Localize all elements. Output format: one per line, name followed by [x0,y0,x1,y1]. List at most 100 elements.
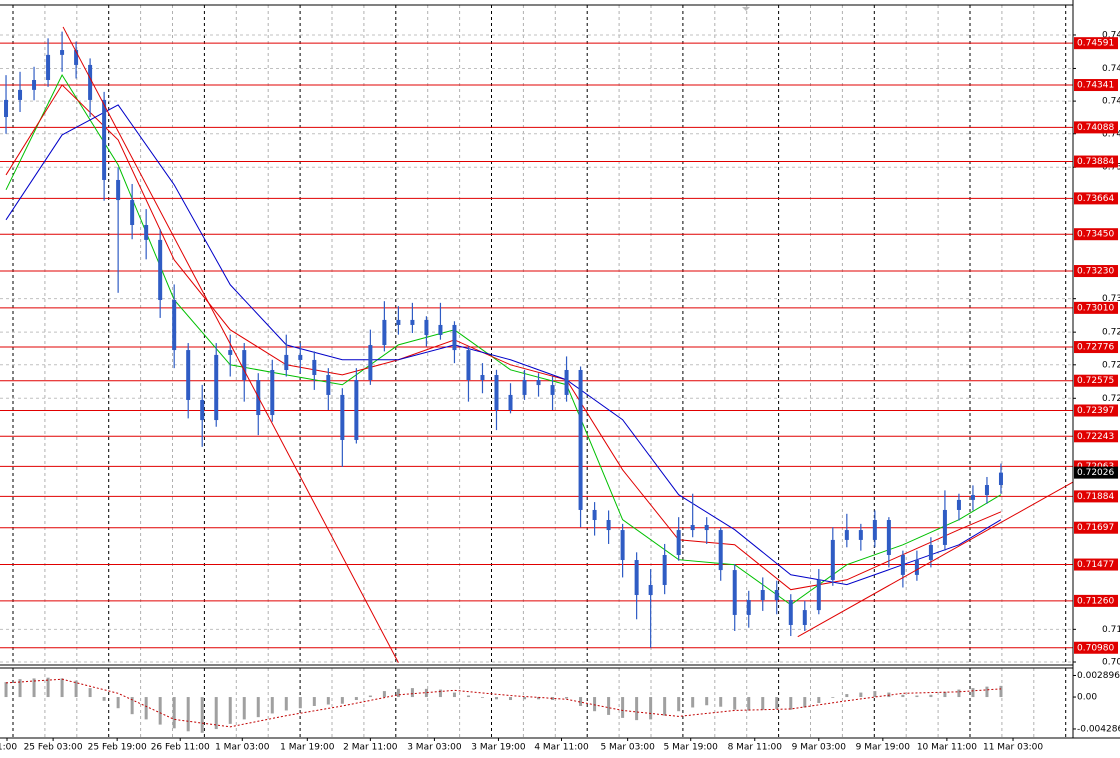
candle-body [788,600,793,625]
osc-bar [957,689,961,698]
level-label: 0.71260 [1077,596,1114,606]
level-label-box [1074,490,1118,503]
x-tick-label: 2 Mar 11:00 [343,743,398,753]
candle-body [928,544,933,561]
osc-bar [74,680,78,698]
candle-body [88,64,93,100]
level-label: 0.73450 [1077,230,1114,240]
x-tick-label: 9 Mar 19:00 [856,743,911,753]
level-label: 0.74341 [1077,81,1114,91]
osc-bar [214,697,218,730]
osc-bar [18,679,22,698]
x-tick-label: 10 Mar 11:00 [917,743,977,753]
y-tick-label: 0.74050 [1102,129,1120,139]
candle-body [718,530,723,571]
candle-body [956,499,961,510]
candle-body [4,99,9,118]
osc-bar [845,694,849,698]
candle-body [200,399,205,421]
osc-bar [312,697,316,706]
osc-bar [691,697,695,708]
osc-bar [326,697,330,705]
osc-bar [158,697,162,725]
x-tick-label: 9 Mar 03:00 [792,743,847,753]
candle-body [830,539,835,580]
level-label-box [1074,558,1118,571]
candle-body [46,54,51,81]
candle-body [550,385,555,395]
level-label: 0.72397 [1077,406,1114,416]
level-label: 0.72243 [1077,432,1114,442]
candle-body [746,600,751,615]
candle-body [74,50,79,65]
level-label-box [1074,79,1118,92]
trend-line [62,26,399,663]
osc-signal [5,678,1002,728]
candle-body [886,520,891,555]
x-tick-label: 3 Mar 03:00 [407,743,462,753]
osc-bar [270,697,274,714]
osc-bar [761,697,765,710]
current-price-box [1074,466,1118,479]
x-tick-label: 1 Mar 03:00 [215,743,270,753]
osc-bar [705,697,709,706]
x-tick-label: 11 Mar 03:00 [983,743,1043,753]
candle-body [858,530,863,540]
osc-bar [663,697,667,716]
candle-body [620,530,625,561]
candle-body [914,560,919,575]
osc-bar [621,697,625,718]
price-pane [0,5,1073,665]
candle-body [298,354,303,360]
level-label: 0.71697 [1077,523,1114,533]
level-label-box [1074,594,1118,607]
osc-bar [368,695,372,698]
level-label: 0.74591 [1077,39,1114,49]
osc-bar [340,697,344,704]
osc-bar [971,688,975,698]
osc-bar [593,697,597,712]
candle-body [704,525,709,531]
level-label: 0.71884 [1077,492,1114,502]
x-tick-label: 8 Mar 11:00 [728,743,783,753]
candle-body [242,350,247,381]
level-label-box [1074,265,1118,278]
candle-body [270,369,275,416]
candle-body [144,225,149,240]
candle-body [410,319,415,325]
candle-body [368,345,373,381]
x-tick-label: 25 Feb 19:00 [88,743,147,753]
oscillator-pane [4,668,1067,738]
y-tick-label: 0.70895 [1102,657,1120,667]
level-label-box [1074,192,1118,205]
candle-body [214,354,219,421]
osc-bar [396,688,400,698]
osc-bar [424,688,428,698]
current-price-label: 0.72026 [1077,468,1114,478]
candle-body [116,179,121,201]
candle-body [564,369,569,395]
osc-bar [284,697,288,711]
osc-bar [480,697,484,698]
osc-bar [789,697,793,710]
osc-bar [354,697,358,701]
osc-bar [565,697,569,699]
candle-body [284,354,289,370]
osc-bar [873,691,877,698]
osc-bar [382,691,386,698]
candle-body [326,375,331,395]
y-tick-label: 0.74440 [1102,64,1120,74]
osc-bar [635,697,639,721]
trend-line [797,481,1073,638]
osc-bar [649,697,653,720]
candle-body [998,472,1003,486]
level-label: 0.74088 [1077,123,1114,133]
moving-average [5,84,1002,591]
candle-body [900,555,905,575]
candle-body [732,570,737,615]
osc-bar [60,678,64,698]
candle-body [312,359,317,376]
